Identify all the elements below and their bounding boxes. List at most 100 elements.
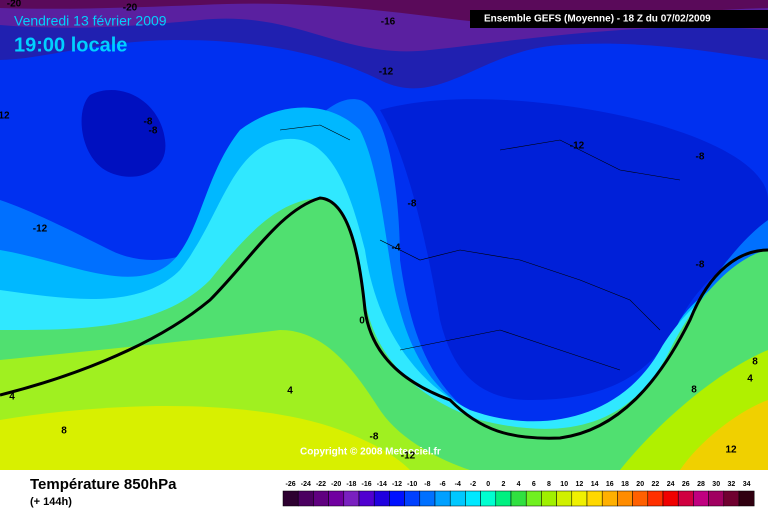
scale-swatch [434,490,451,507]
scale-label: -20 [331,481,341,488]
contour-label: -16 [381,17,396,28]
scale-label: 6 [532,481,536,488]
zero-contour [0,196,768,440]
scale-label: 2 [501,481,505,488]
scale-swatch [662,490,679,507]
scale-swatch [693,490,709,507]
band [680,400,768,470]
scale-label: 8 [547,481,551,488]
scale-swatch [586,490,603,507]
run-info: Ensemble GEFS (Moyenne) - 18 Z du 07/02/… [484,14,711,25]
contour-label: -8 [408,199,417,210]
contour-label: 8 [691,385,697,396]
contour-label: -20 [7,0,22,10]
scale-swatch [541,490,557,507]
scale-swatch [313,490,329,507]
scale-label: -14 [377,481,387,488]
contour-label: 4 [287,386,293,397]
contour-label: -8 [696,260,705,271]
contour-label: 8 [61,426,67,437]
scale-label: 0 [486,481,490,488]
footer-title: Température 850hPa [30,476,177,493]
contour-label: -4 [392,243,401,254]
scale-swatch [617,490,633,507]
run-box [470,10,768,28]
scale-swatch [495,490,512,507]
copyright: Copyright © 2008 Meteociel.fr [300,447,441,458]
scale-label: 34 [743,481,751,488]
scale-label: 16 [606,481,614,488]
scale-label: 32 [728,481,736,488]
scale-label: 22 [652,481,660,488]
contour-label: -20 [123,3,138,14]
scale-label: 26 [682,481,690,488]
contour-label: -12 [379,67,394,78]
scale-label: -10 [407,481,417,488]
scale-label: 10 [560,481,568,488]
time: 19:00 locale [14,34,127,56]
contour-label: -12 [401,451,416,462]
footer-subtitle: (+ 144h) [30,496,72,508]
scale-swatch [328,490,345,507]
contour-label: 4 [747,374,753,385]
scale-swatch [404,490,421,507]
scale-label: -6 [439,481,445,488]
scale-label: -24 [301,481,311,488]
scale-swatch [571,490,588,507]
scale-label: 24 [667,481,675,488]
scale-label: 4 [517,481,521,488]
scale-swatch [465,490,481,507]
scale-swatch [723,490,740,507]
scale-swatch [677,490,694,507]
scale-swatch [449,490,466,507]
scale-swatch [480,490,497,507]
contour-label: -8 [370,432,379,443]
scale-label: -22 [316,481,326,488]
scale-swatch [601,490,618,507]
scale-swatch [556,490,573,507]
scale-swatch [419,490,436,507]
contour-label: 12 [0,111,10,122]
scale-swatch [389,490,405,507]
scale-swatch [343,490,360,507]
scale-label: 18 [621,481,629,488]
cold-core [380,99,768,400]
scale-label: -4 [455,481,461,488]
band [0,406,410,470]
contour-label: -12 [33,224,48,235]
scale-swatch [282,490,299,507]
contour-label: 0 [359,316,365,327]
scale-label: -16 [362,481,372,488]
scale-label: -26 [286,481,296,488]
contour-label: -8 [696,152,705,163]
scale-swatch [373,490,390,507]
contour-label: -12 [570,141,585,152]
scale-swatch [738,490,755,507]
scale-swatch [632,490,649,507]
scale-label: 12 [576,481,584,488]
scale-swatch [647,490,664,507]
scale-label: -18 [346,481,356,488]
scale-swatch [297,490,314,507]
scale-swatch [358,490,375,507]
scale-label: 28 [697,481,705,488]
scale-label: -12 [392,481,402,488]
contour-label: 12 [725,445,737,456]
scale-swatch [525,490,542,507]
scale-label: 14 [591,481,599,488]
contour-label: -8 [149,126,158,137]
cold-pocket [81,90,166,177]
date: Vendredi 13 février 2009 [14,13,167,29]
scale-swatch [510,490,527,507]
scale-swatch [708,490,725,507]
contour-label: -8 [144,117,153,128]
contour-label: 8 [752,357,758,368]
scale-label: 20 [636,481,644,488]
scale-label: -8 [424,481,430,488]
scale-label: -2 [470,481,476,488]
contour-label: 4 [9,392,15,403]
coastline [279,124,681,371]
scale-label: 30 [712,481,720,488]
